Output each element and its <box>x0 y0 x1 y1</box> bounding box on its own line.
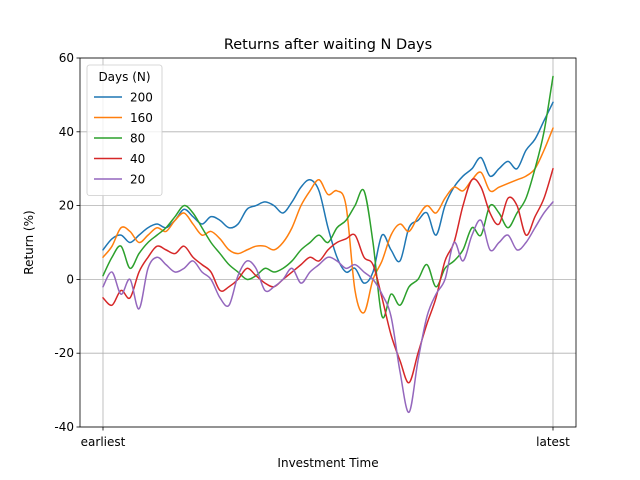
legend-label-40: 40 <box>130 152 145 166</box>
x-axis-title: Investment Time <box>277 456 378 470</box>
axis-ticks: -40 -20 0 20 40 60 earliest latest <box>54 51 570 449</box>
legend-label-80: 80 <box>130 132 145 146</box>
legend-box <box>86 64 163 196</box>
y-tick-label: 40 <box>59 125 74 139</box>
legend-label-200: 200 <box>130 91 153 105</box>
chart-title: Returns after waiting N Days <box>224 37 432 53</box>
series-lines <box>102 75 554 413</box>
series-line-80 <box>102 75 554 319</box>
series-line-20 <box>102 201 554 413</box>
y-tick-label: -20 <box>54 346 74 360</box>
series-line-160 <box>102 127 554 314</box>
legend: Days (N) 200 160 80 40 20 <box>86 64 163 196</box>
y-tick-label: 60 <box>59 51 74 65</box>
y-tick-label: 0 <box>66 272 74 286</box>
legend-title: Days (N) <box>98 70 150 84</box>
x-tick-label: earliest <box>81 435 126 449</box>
y-tick-label: -40 <box>54 420 74 434</box>
y-tick-label: 20 <box>59 199 74 213</box>
x-tick-label: latest <box>536 435 570 449</box>
plot-frame <box>79 57 577 428</box>
legend-label-160: 160 <box>130 111 153 125</box>
series-line-40 <box>102 167 554 384</box>
legend-label-20: 20 <box>130 173 145 187</box>
y-axis-title: Return (%) <box>22 210 36 274</box>
